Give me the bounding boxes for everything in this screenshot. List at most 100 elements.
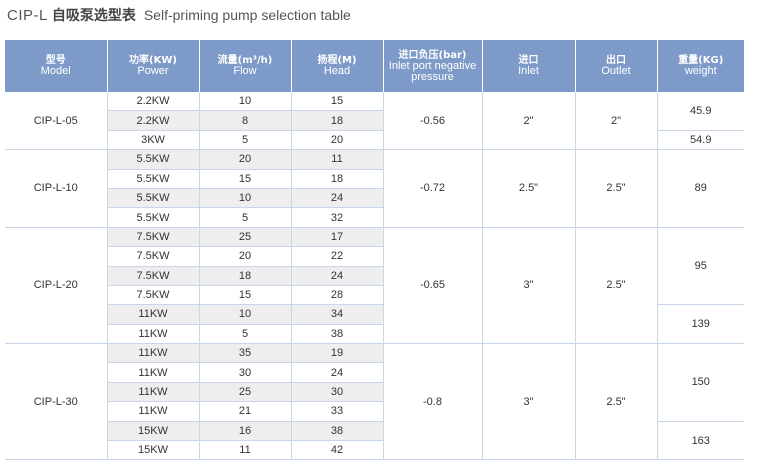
power-cell: 11KW [106, 362, 199, 383]
power-cell: 5.5KW [106, 207, 199, 228]
header-power: 功率(KW) Power [106, 40, 199, 92]
power-cell: 11KW [106, 343, 199, 364]
header-head: 扬程(M) Head [290, 40, 383, 92]
head-cell: 38 [290, 324, 383, 345]
weight-cell: 95 [656, 227, 744, 306]
power-cell: 11KW [106, 304, 199, 325]
power-cell: 7.5KW [106, 246, 199, 267]
header-model: 型号 Model [5, 40, 107, 92]
model-cell: CIP-L-10 [5, 149, 107, 228]
power-cell: 7.5KW [106, 285, 199, 306]
head-cell: 34 [290, 304, 383, 325]
weight-cell: 139 [656, 304, 744, 345]
flow-cell: 25 [198, 227, 291, 248]
head-cell: 24 [290, 188, 383, 209]
head-cell: 24 [290, 362, 383, 383]
flow-cell: 16 [198, 421, 291, 442]
table-row: 7.5KW 15 28 [5, 285, 744, 306]
outlet-cell: 2" [574, 92, 657, 151]
inlet-pressure-cell: -0.56 [382, 92, 482, 151]
header-inlet: 进口 Inlet [481, 40, 575, 92]
title-model-code: CIP-L [7, 7, 48, 24]
power-cell: 11KW [106, 401, 199, 422]
table-row: 11KW 25 30 [5, 382, 744, 403]
weight-cell: 45.9 [656, 92, 744, 131]
table-row: 11KW 5 38 [5, 324, 744, 345]
header-flow: 流量(m³/h) Flow [198, 40, 291, 92]
flow-cell: 18 [198, 266, 291, 286]
inlet-pressure-cell: -0.65 [382, 227, 482, 345]
weight-cell: 150 [656, 343, 744, 422]
flow-cell: 5 [198, 130, 291, 151]
power-cell: 2.2KW [106, 92, 199, 112]
title-chinese: 自吸泵选型表 [51, 8, 136, 24]
head-cell: 30 [290, 382, 383, 403]
model-cell: CIP-L-05 [5, 92, 107, 151]
table-row: 11KW 21 33 [5, 401, 744, 422]
flow-cell: 25 [198, 382, 291, 403]
weight-cell: 163 [656, 421, 744, 461]
power-cell: 5.5KW [106, 188, 199, 209]
power-cell: 5.5KW [106, 149, 199, 170]
inlet-pressure-cell: -0.72 [382, 149, 482, 228]
weight-cell: 54.9 [656, 130, 744, 151]
head-cell: 20 [290, 130, 383, 151]
flow-cell: 5 [198, 207, 291, 228]
flow-cell: 21 [198, 401, 291, 422]
power-cell: 11KW [106, 382, 199, 403]
table-row: CIP-L-20 7.5KW 25 17 -0.65 3" 2.5" 95 [5, 227, 744, 345]
page-title: CIP-L 自吸泵选型表 Self-priming pump selection t… [7, 5, 351, 25]
head-cell: 19 [290, 343, 383, 364]
power-cell: 15KW [106, 440, 199, 461]
header-inlet-pressure: 进口负压(bar) Inlet port negative pressure [382, 40, 482, 92]
power-cell: 15KW [106, 421, 199, 442]
head-cell: 18 [290, 110, 383, 131]
header-outlet: 出口 Outlet [574, 40, 657, 92]
table-row: CIP-L-05 2.2KW 10 15 -0.56 2" 2" 45.9 [5, 92, 744, 151]
outlet-cell: 2.5" [574, 149, 657, 228]
table-row: 15KW 11 42 [5, 440, 744, 461]
table-row: 5.5KW 5 32 [5, 207, 744, 228]
outlet-cell: 2.5" [574, 227, 657, 345]
flow-cell: 20 [198, 246, 291, 267]
weight-cell: 89 [656, 149, 744, 228]
table-row: 11KW 30 24 [5, 362, 744, 383]
table-row: 2.2KW 8 18 [5, 110, 744, 131]
head-cell: 18 [290, 169, 383, 189]
table-row: 5.5KW 15 18 [5, 169, 744, 189]
power-cell: 3KW [106, 130, 199, 151]
head-cell: 28 [290, 285, 383, 306]
head-cell: 42 [290, 440, 383, 461]
power-cell: 7.5KW [106, 266, 199, 286]
table-body: CIP-L-05 2.2KW 10 15 -0.56 2" 2" 45.9 2.2KW 8 18 3K… [5, 92, 744, 461]
table-row: 15KW 16 38 163 [5, 421, 744, 461]
flow-cell: 10 [198, 92, 291, 112]
power-cell: 7.5KW [106, 227, 199, 248]
flow-cell: 11 [198, 440, 291, 461]
flow-cell: 20 [198, 149, 291, 170]
head-cell: 17 [290, 227, 383, 248]
power-cell: 5.5KW [106, 169, 199, 189]
flow-cell: 35 [198, 343, 291, 364]
table-row: CIP-L-10 5.5KW 20 11 -0.72 2.5" 2.5" 89 [5, 149, 744, 228]
header-weight: 重量(KG) weight [656, 40, 744, 92]
flow-cell: 10 [198, 188, 291, 209]
head-cell: 33 [290, 401, 383, 422]
flow-cell: 15 [198, 169, 291, 189]
inlet-pressure-cell: -0.8 [382, 343, 482, 461]
inlet-cell: 3" [481, 343, 575, 461]
power-cell: 11KW [106, 324, 199, 345]
inlet-cell: 2" [481, 92, 575, 151]
head-cell: 22 [290, 246, 383, 267]
table-header-row: 型号 Model 功率(KW) Power 流量(m³/h) Flow 扬程(M) He… [5, 40, 744, 92]
flow-cell: 10 [198, 304, 291, 325]
table-row: 11KW 10 34 139 [5, 304, 744, 345]
inlet-cell: 3" [481, 227, 575, 345]
outlet-cell: 2.5" [574, 343, 657, 461]
flow-cell: 5 [198, 324, 291, 345]
title-english: Self-priming pump selection table [143, 7, 351, 23]
table-row: 3KW 5 20 54.9 [5, 130, 744, 151]
head-cell: 24 [290, 266, 383, 286]
table-row: 5.5KW 10 24 [5, 188, 744, 209]
pump-selection-table: 型号 Model 功率(KW) Power 流量(m³/h) Flow 扬程(M) He… [5, 40, 744, 461]
